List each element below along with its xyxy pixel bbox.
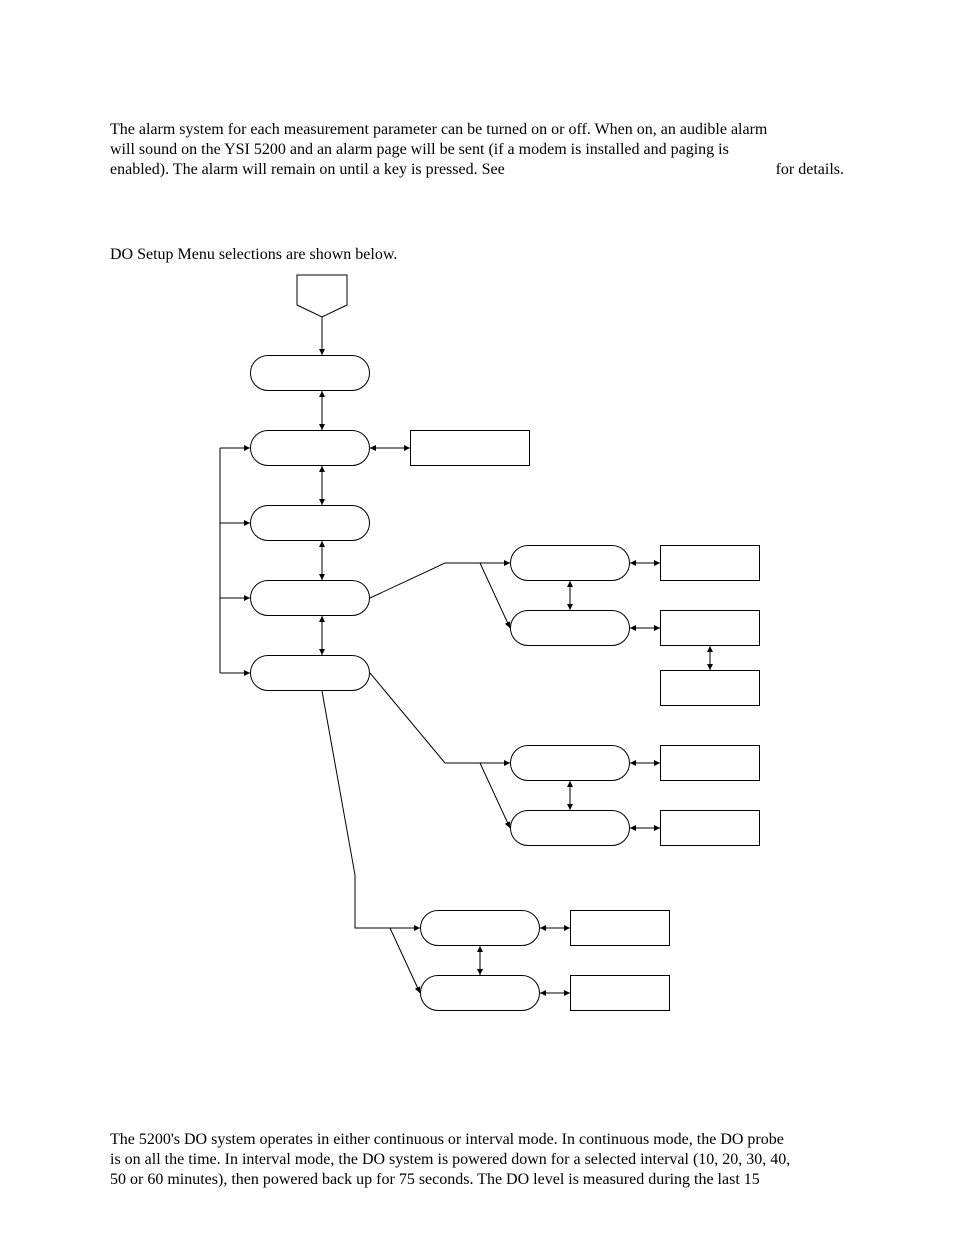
- node-p6a: [420, 910, 540, 946]
- intro-paragraph: The alarm system for each measurement pa…: [110, 120, 844, 180]
- node-p5a: [510, 745, 630, 781]
- node-p6b: [420, 975, 540, 1011]
- footer-paragraph: The 5200's DO system operates in either …: [110, 1130, 844, 1190]
- node-p4: [250, 580, 370, 616]
- node-r5b: [660, 810, 760, 846]
- node-r6a: [570, 910, 670, 946]
- node-p3: [250, 505, 370, 541]
- node-r2: [410, 430, 530, 466]
- intro-line-1: The alarm system for each measurement pa…: [110, 121, 767, 138]
- node-p1: [250, 355, 370, 391]
- node-p2: [250, 430, 370, 466]
- node-p5: [250, 655, 370, 691]
- node-r4b: [660, 610, 760, 646]
- footer-line-1: The 5200's DO system operates in either …: [110, 1131, 784, 1148]
- node-p4b: [510, 610, 630, 646]
- node-r6b: [570, 975, 670, 1011]
- footer-line-3: 50 or 60 minutes), then powered back up …: [110, 1171, 760, 1188]
- setup-heading: DO Setup Menu selections are shown below…: [110, 245, 844, 265]
- footer-line-2: is on all the time. In interval mode, th…: [110, 1151, 790, 1168]
- intro-for-details: for details.: [776, 160, 844, 180]
- node-p4a: [510, 545, 630, 581]
- do-setup-flowchart: [110, 275, 844, 1035]
- intro-line-3: enabled). The alarm will remain on until…: [110, 161, 505, 178]
- node-r5a: [660, 745, 760, 781]
- node-r4c: [660, 670, 760, 706]
- node-p5b: [510, 810, 630, 846]
- intro-line-2: will sound on the YSI 5200 and an alarm …: [110, 141, 729, 158]
- node-r4a: [660, 545, 760, 581]
